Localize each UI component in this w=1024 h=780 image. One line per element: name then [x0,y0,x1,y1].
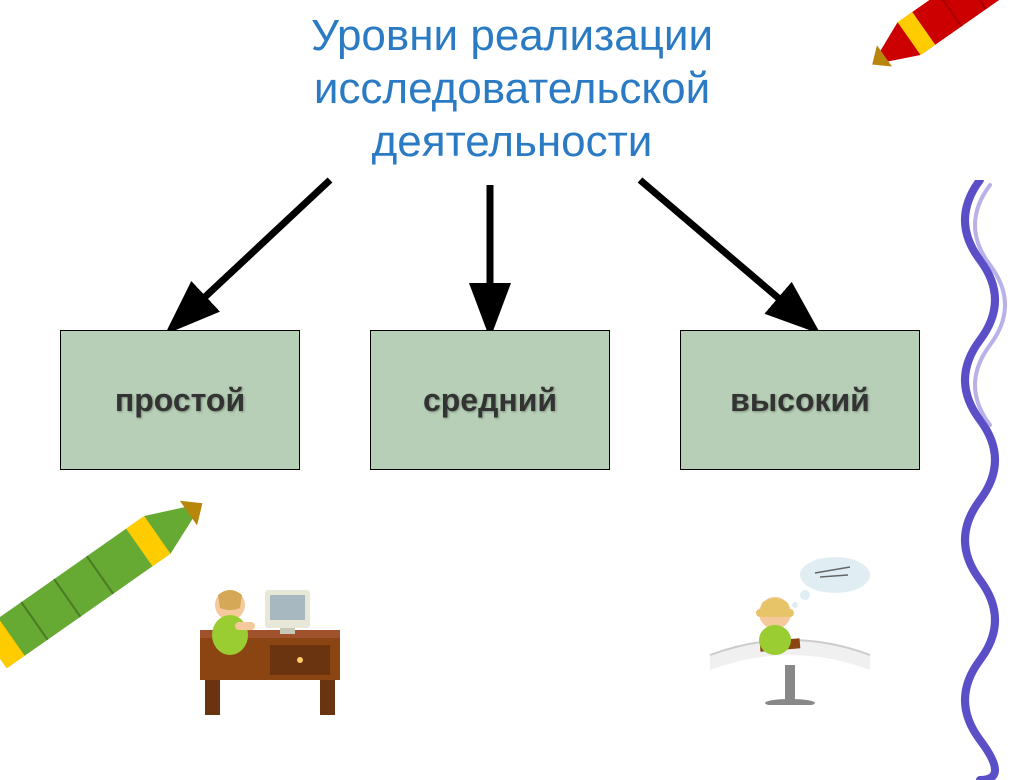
level-box-high: высокий [680,330,920,470]
level-box-simple: простой [60,330,300,470]
level-label: простой [115,382,245,419]
squiggle-decoration [940,180,1020,780]
desk-clipart-right [700,555,890,705]
level-label: средний [423,382,557,419]
level-box-medium: средний [370,330,610,470]
level-label: высокий [730,382,870,419]
desk-clipart-left [180,560,370,720]
